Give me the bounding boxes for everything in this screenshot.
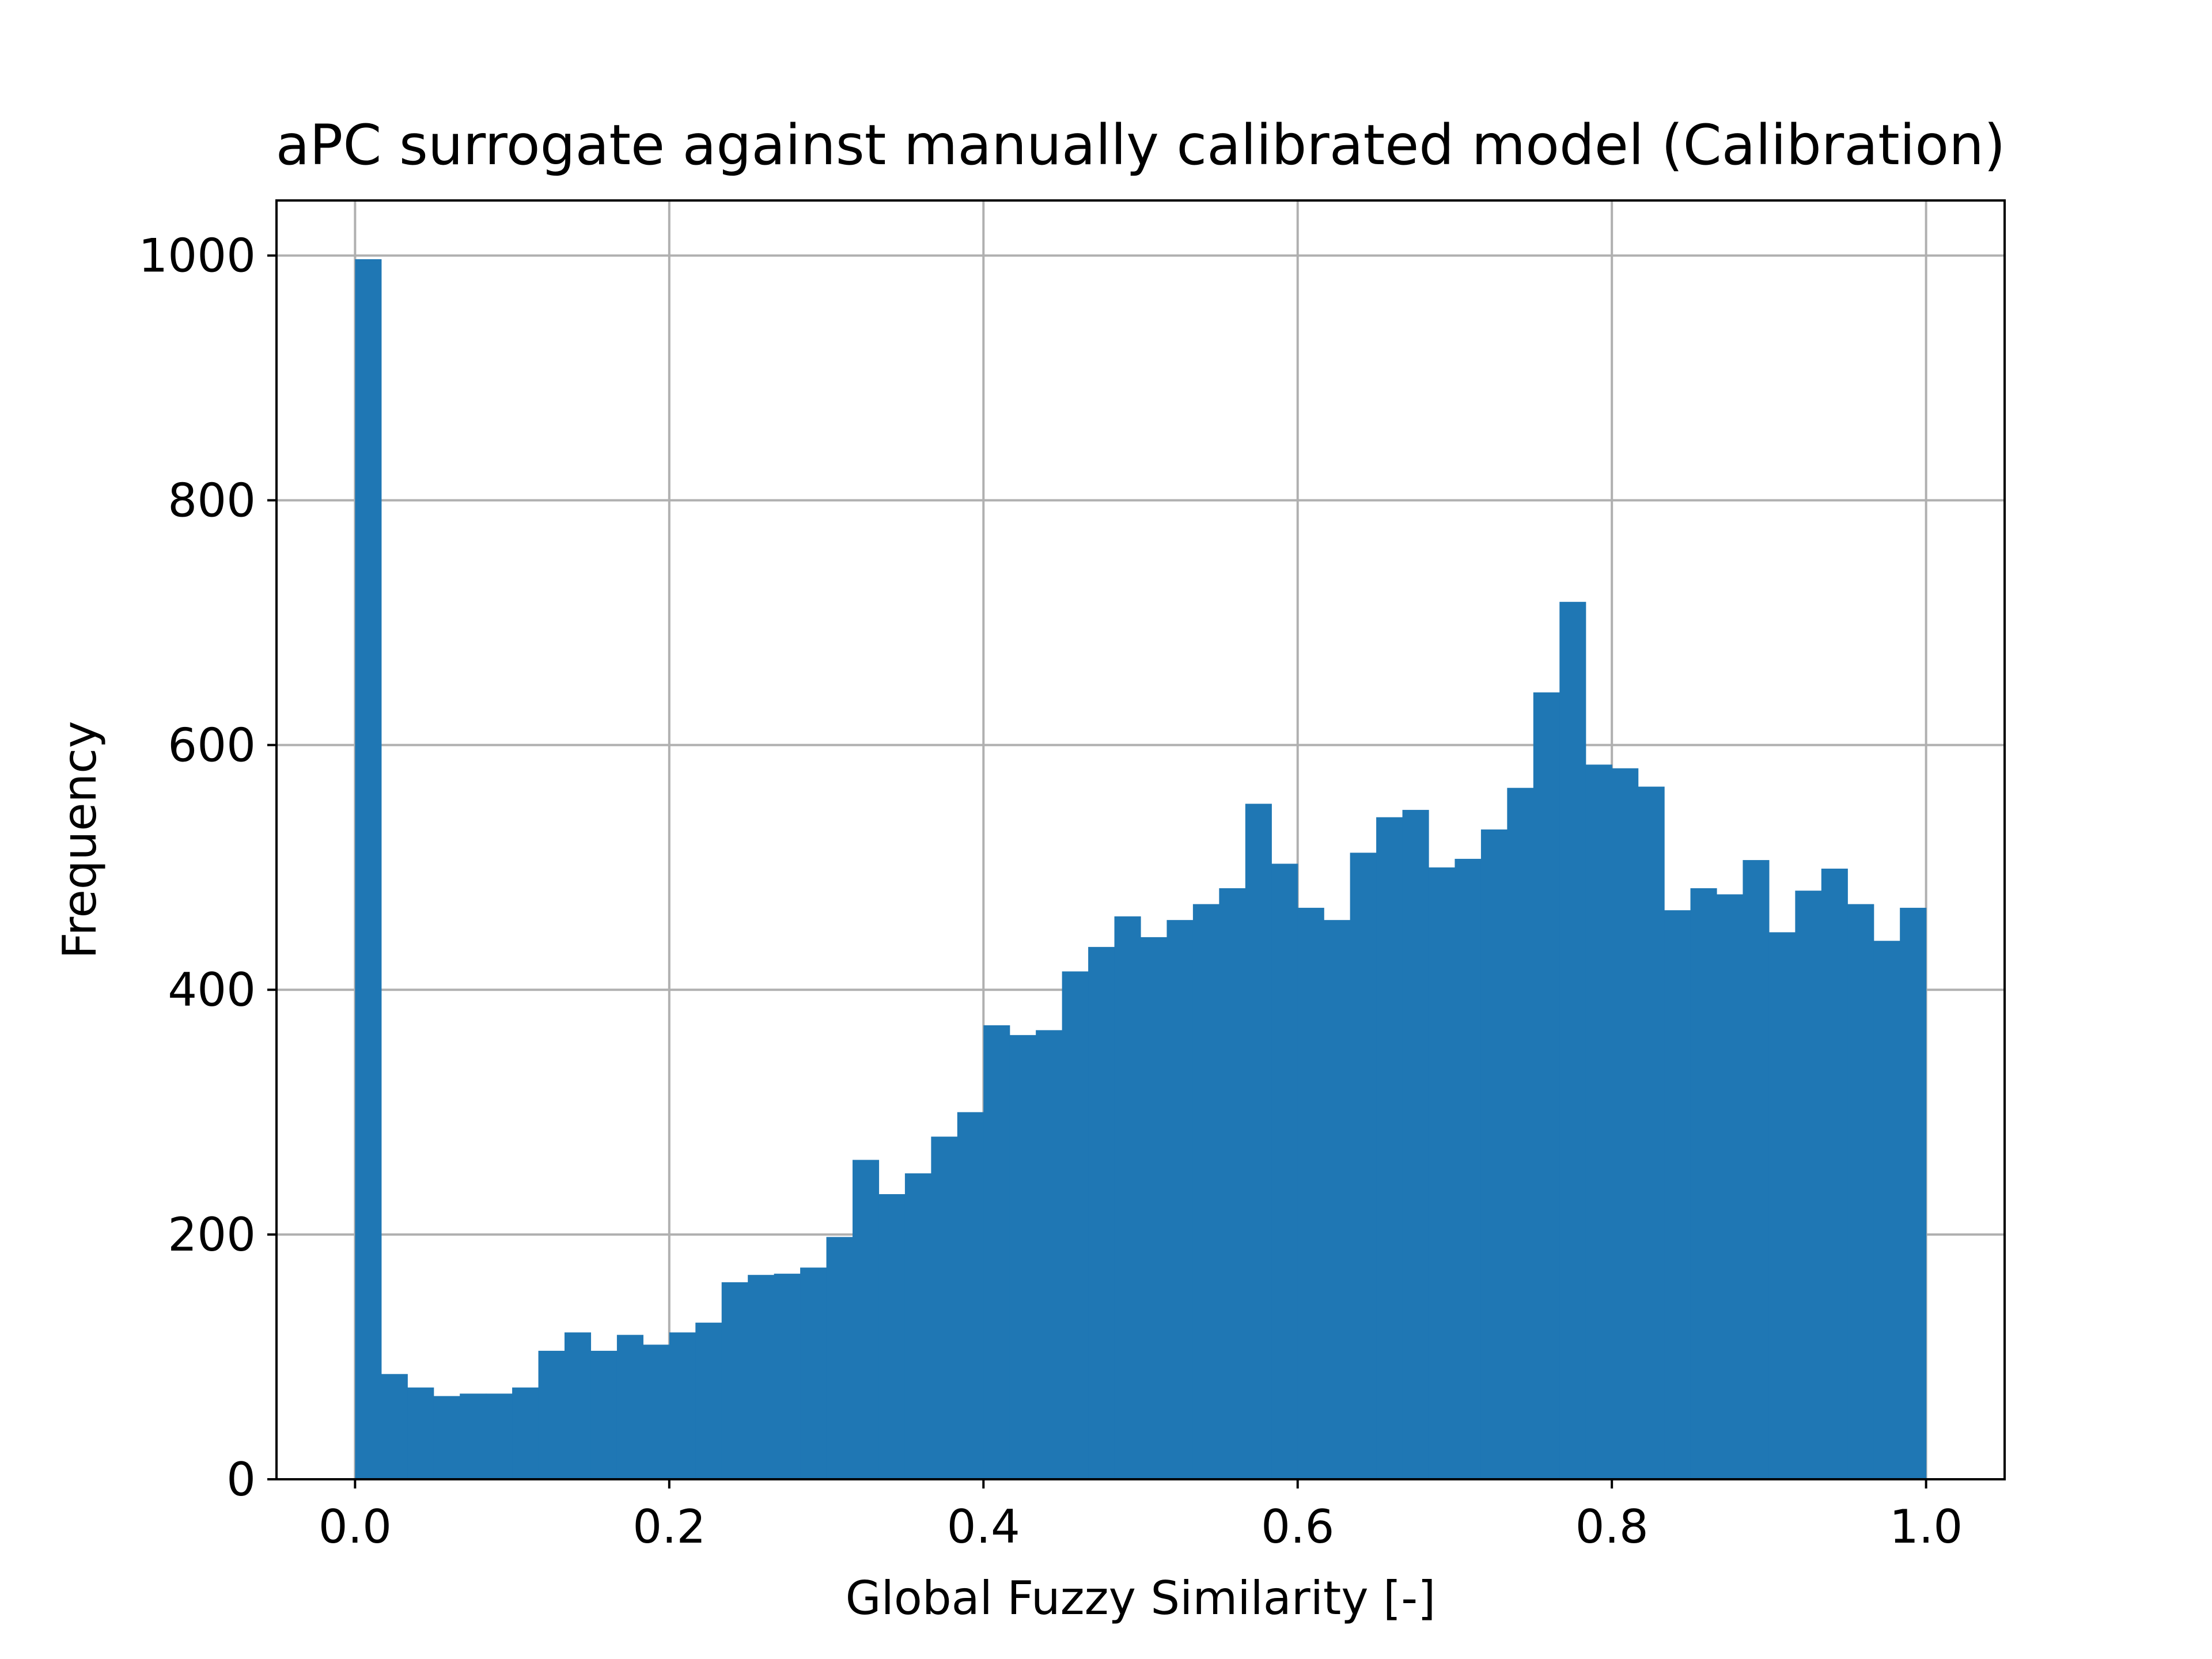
histogram-bar-12 [669, 1332, 696, 1479]
y-axis-label: Frequency [53, 721, 107, 959]
y-tick-label-5: 1000 [138, 229, 256, 283]
histogram-bar-26 [1036, 1030, 1063, 1479]
x-tick-label-2: 0.4 [947, 1500, 1020, 1554]
histogram-bar-15 [748, 1275, 775, 1479]
histogram-bar-36 [1297, 907, 1324, 1479]
histogram-bar-59 [1900, 907, 1927, 1479]
histogram-bar-20 [878, 1194, 906, 1479]
y-tick-label-1: 200 [168, 1208, 256, 1262]
y-tick-label-2: 400 [168, 963, 256, 1017]
histogram-bar-56 [1821, 868, 1848, 1479]
histogram-bar-31 [1166, 920, 1194, 1479]
histogram-bar-16 [774, 1274, 801, 1479]
histogram-bar-33 [1219, 888, 1246, 1479]
histogram-bar-35 [1271, 863, 1298, 1479]
histogram-bar-42 [1455, 858, 1482, 1479]
y-tick-label-4: 800 [168, 474, 256, 527]
histogram-bar-14 [721, 1282, 748, 1479]
histogram-bar-10 [616, 1335, 643, 1479]
y-tick-label-3: 600 [168, 718, 256, 772]
histogram-bar-28 [1088, 946, 1115, 1479]
histogram-bar-2 [407, 1387, 434, 1479]
histogram-bar-55 [1795, 891, 1822, 1479]
histogram-bar-5 [486, 1393, 513, 1479]
x-axis-label: Global Fuzzy Similarity [-] [846, 1571, 1436, 1625]
histogram-bar-48 [1612, 768, 1639, 1479]
histogram-bar-46 [1559, 601, 1586, 1479]
histogram-bar-39 [1376, 817, 1403, 1479]
histogram-bar-30 [1141, 937, 1168, 1479]
histogram-bar-18 [826, 1237, 853, 1479]
histogram-bar-6 [512, 1387, 539, 1479]
histogram-bar-0 [355, 259, 382, 1480]
histogram-bar-53 [1743, 860, 1770, 1479]
x-tick-label-1: 0.2 [632, 1500, 706, 1554]
x-axis-ticks: 0.0 0.2 0.4 0.6 0.8 1.0 [319, 1479, 1963, 1554]
histogram-bar-40 [1402, 809, 1429, 1479]
histogram-bar-3 [433, 1396, 460, 1479]
histogram-bar-34 [1245, 804, 1272, 1479]
histogram-bar-13 [695, 1323, 722, 1479]
histogram-bar-41 [1428, 867, 1456, 1479]
histogram-bar-17 [800, 1267, 827, 1479]
y-tick-label-0: 0 [226, 1453, 256, 1506]
histogram-bar-58 [1873, 941, 1900, 1479]
x-tick-label-3: 0.6 [1261, 1500, 1334, 1554]
histogram-bar-9 [590, 1350, 618, 1479]
histogram-bar-21 [904, 1173, 931, 1479]
histogram-bar-23 [957, 1112, 984, 1479]
histogram-bar-54 [1768, 932, 1796, 1479]
histogram-bar-45 [1533, 692, 1560, 1479]
histogram-bar-37 [1324, 920, 1351, 1479]
histogram-bar-38 [1350, 853, 1377, 1479]
histogram-bar-47 [1585, 764, 1612, 1479]
histogram-bar-8 [564, 1332, 592, 1479]
histogram-bar-51 [1690, 888, 1717, 1479]
histogram-bar-25 [1009, 1035, 1036, 1479]
chart-title: aPC surrogate against manually calibrate… [276, 113, 2006, 177]
y-axis-ticks: 0 200 400 600 800 1000 [138, 229, 276, 1506]
histogram-bar-11 [643, 1344, 670, 1479]
x-tick-label-4: 0.8 [1575, 1500, 1649, 1554]
histogram-bar-4 [460, 1393, 487, 1479]
grid-lines [276, 200, 2005, 1480]
histogram-bar-24 [983, 1025, 1010, 1479]
histogram-bar-32 [1192, 904, 1219, 1479]
histogram-bar-27 [1062, 971, 1089, 1479]
histogram-bar-43 [1480, 829, 1508, 1479]
histogram-bar-57 [1847, 904, 1874, 1479]
x-tick-label-5: 1.0 [1889, 1500, 1963, 1554]
histogram-bar-22 [931, 1137, 958, 1479]
histogram-bar-52 [1717, 894, 1744, 1479]
histogram-bar-29 [1114, 916, 1141, 1479]
plot-frame [275, 199, 2006, 1480]
histogram-bar-50 [1664, 910, 1691, 1479]
x-tick-label-0: 0.0 [319, 1500, 392, 1554]
histogram-bars [355, 259, 1927, 1480]
histogram-bar-44 [1507, 787, 1534, 1479]
histogram-bar-7 [538, 1350, 565, 1479]
histogram-bar-49 [1638, 786, 1665, 1479]
histogram-bar-1 [381, 1374, 408, 1479]
histogram-bar-19 [853, 1160, 880, 1479]
